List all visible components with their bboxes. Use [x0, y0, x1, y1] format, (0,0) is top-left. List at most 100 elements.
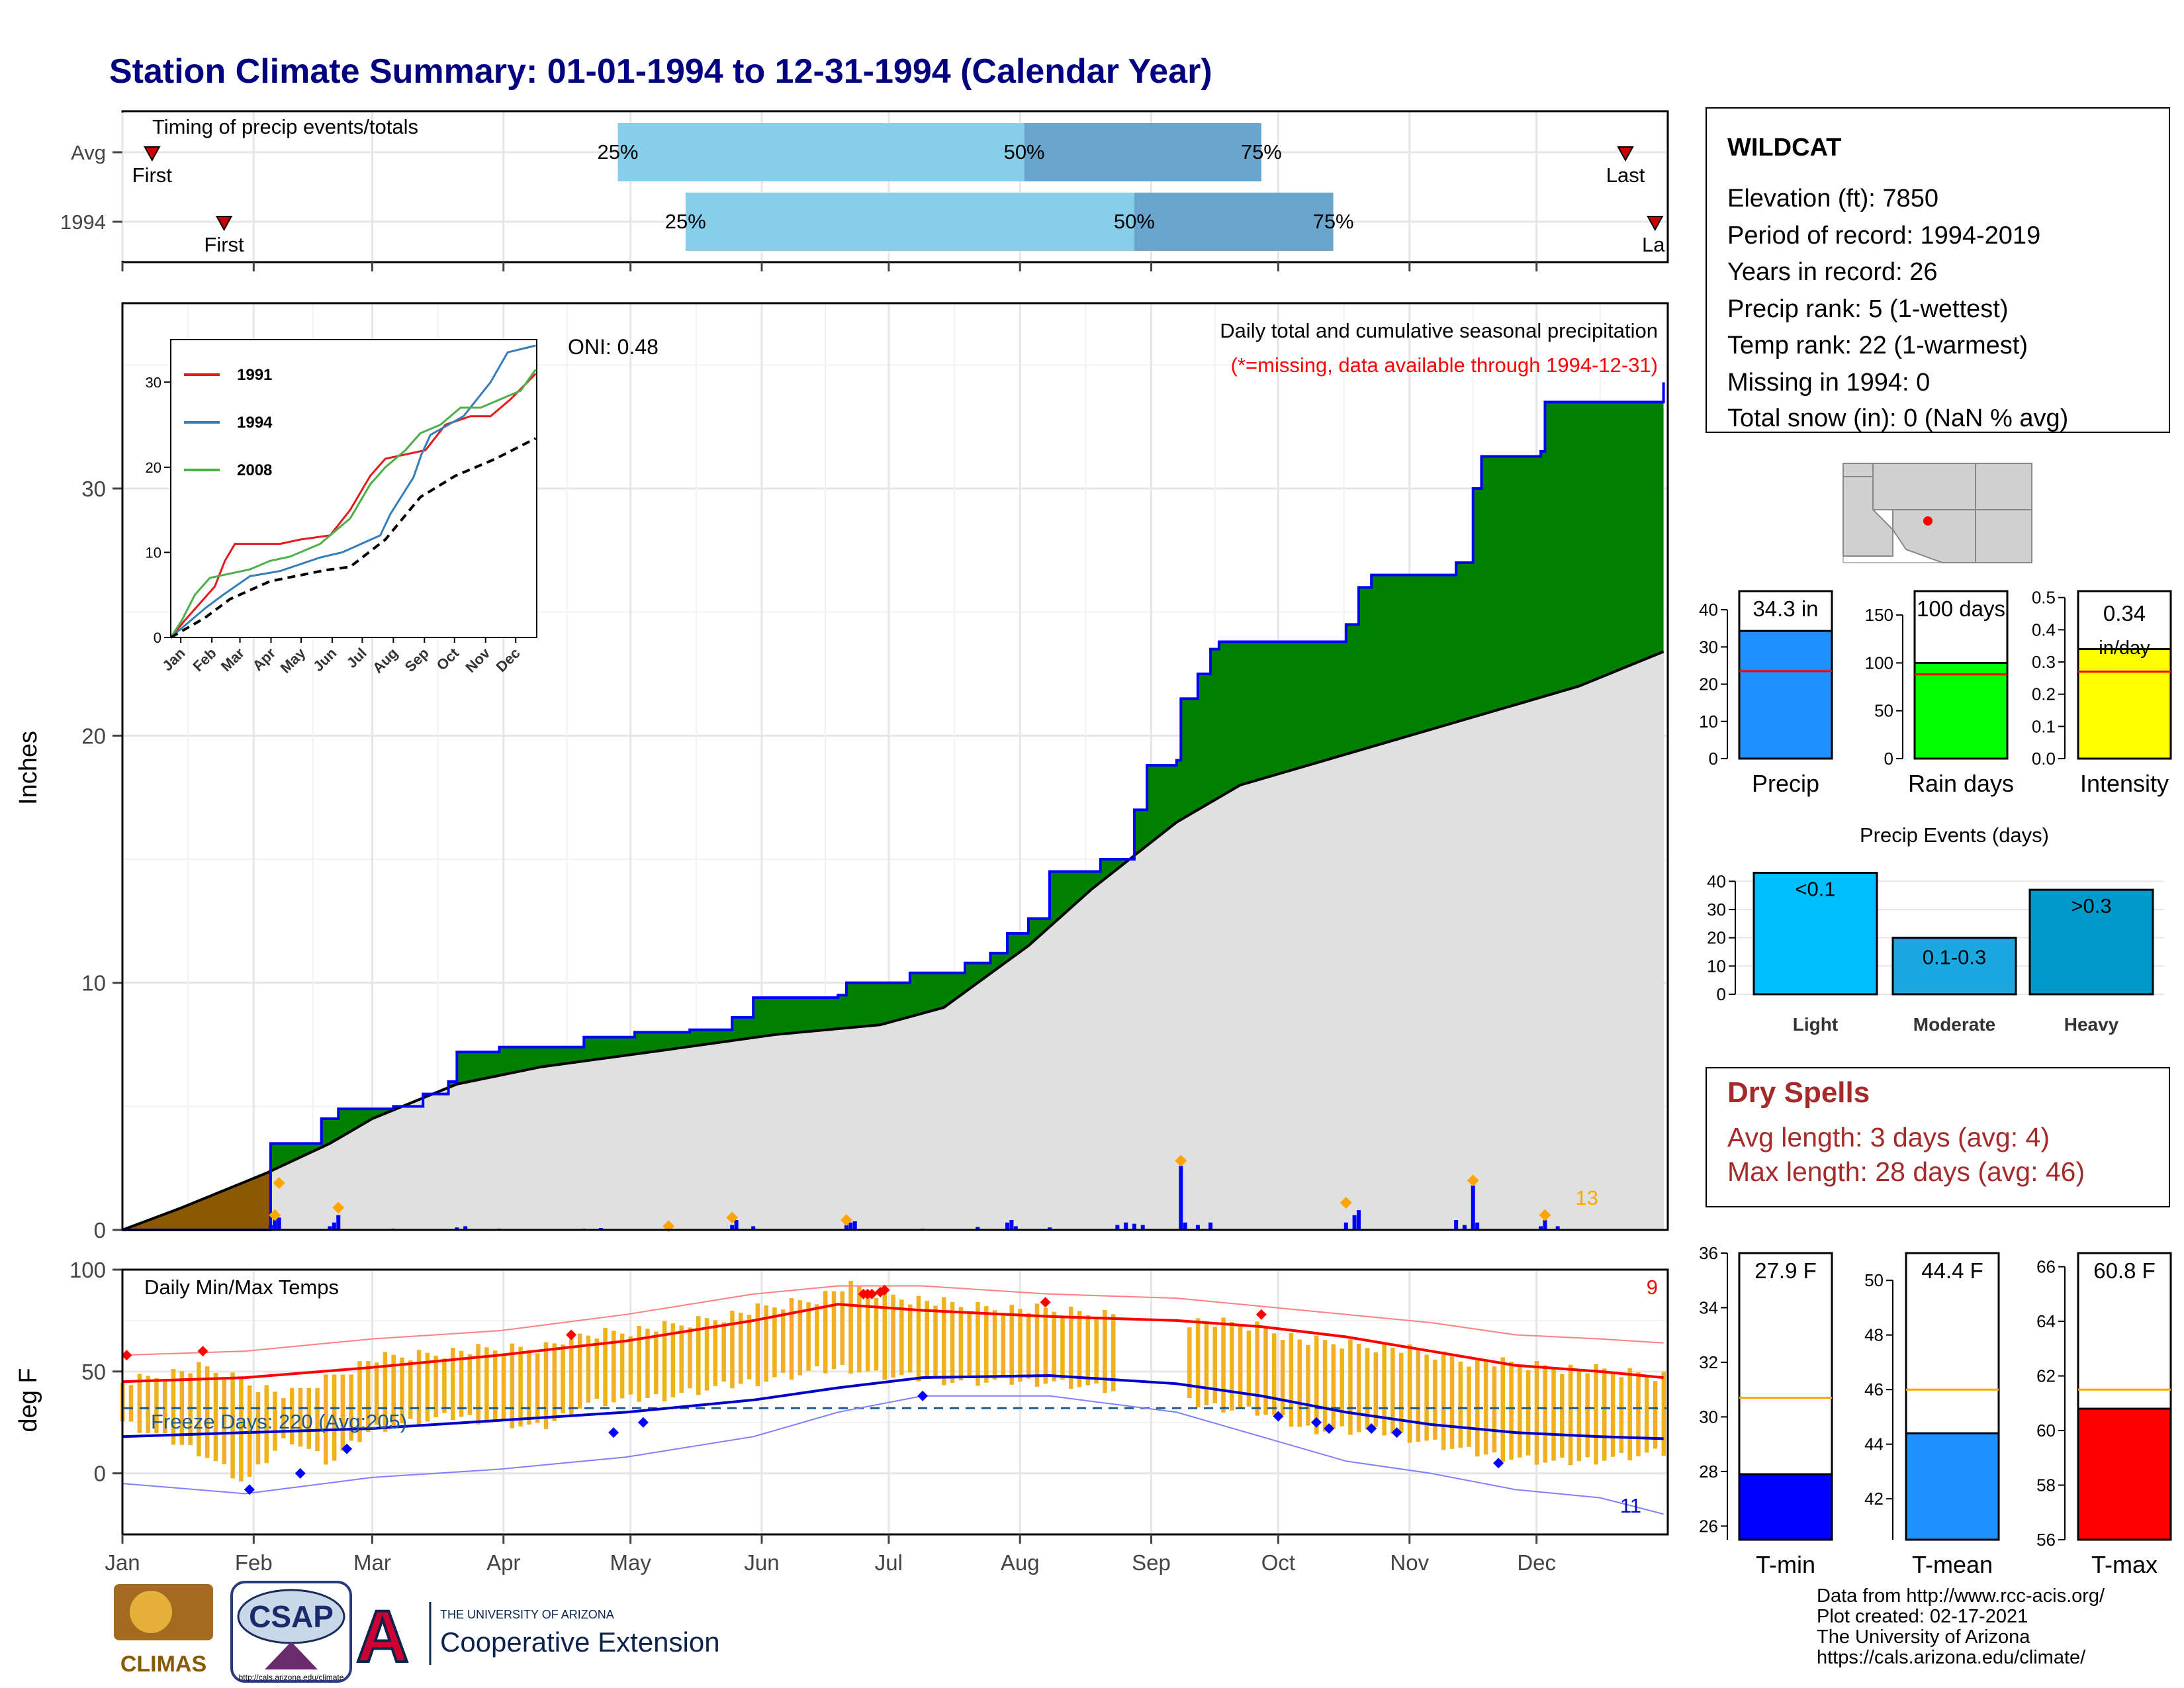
precip-total-y-tick-label: 10 [1699, 712, 1718, 731]
record-high-marker [1255, 1309, 1267, 1320]
daily-temp-range-bar [594, 1338, 599, 1399]
timing-row-label: 1994 [60, 211, 106, 234]
climas-logo: CLIMAS [114, 1584, 213, 1677]
climas-logo-sun [130, 1591, 172, 1633]
daily-temp-range-bar [797, 1300, 803, 1376]
daily-temp-range-bar [1407, 1344, 1412, 1443]
cum-y-tick-label: 0 [94, 1218, 106, 1243]
precip-total-y-tick-label: 40 [1699, 600, 1718, 620]
daily-temp-range-bar [1433, 1360, 1437, 1440]
daily-precip-bar [277, 1217, 281, 1230]
station-location-dot [1923, 516, 1933, 526]
daily-temp-range-bar [1357, 1343, 1361, 1432]
daily-temp-range-bar [1551, 1369, 1556, 1461]
daily-temp-range-bar [213, 1373, 218, 1462]
station-line: Precip rank: 5 (1-wettest) [1727, 295, 2008, 323]
tmean-y-tick-label: 50 [1864, 1270, 1884, 1290]
daily-temp-range-bar [510, 1343, 515, 1429]
daily-temp-range-bar [1246, 1331, 1251, 1407]
daily-precip-bar [852, 1221, 857, 1230]
daily-precip-bar [1179, 1165, 1183, 1230]
tmax-value-bar [2077, 1407, 2172, 1541]
daily-precip-bar [976, 1227, 980, 1230]
daily-temp-range-bar [1255, 1321, 1259, 1416]
record-high-marker [1040, 1297, 1051, 1308]
tmin-y-tick-label: 32 [1699, 1352, 1718, 1372]
degf-axis-label: deg F [15, 1368, 42, 1432]
daily-temp-range-bar [450, 1348, 455, 1421]
daily-temp-range-bar [907, 1304, 913, 1373]
intensity-y-tick-label: 0.3 [2032, 652, 2056, 672]
daily-temp-range-bar [1348, 1339, 1353, 1435]
extreme-day-marker [726, 1211, 739, 1224]
inset-y-tick-label: 0 [154, 630, 161, 646]
daily-precip-bar [734, 1220, 739, 1230]
daily-temp-range-bar [391, 1354, 396, 1428]
daily-temp-range-bar [1627, 1368, 1632, 1460]
daily-temp-range-bar [1636, 1372, 1641, 1457]
daily-temp-range-bar [1560, 1374, 1565, 1458]
daily-temp-range-bar [645, 1329, 650, 1398]
daily-temp-range-bar [205, 1366, 210, 1458]
daily-temp-range-bar [1052, 1311, 1056, 1382]
daily-temp-range-bar [408, 1360, 413, 1419]
footer-line: The University of Arizona [1817, 1626, 2030, 1648]
daily-temp-range-bar [137, 1374, 142, 1433]
daily-temp-range-bar [1034, 1303, 1040, 1387]
daily-precip-bar [332, 1222, 336, 1230]
month-label: Jun [744, 1550, 779, 1575]
intensity-value-label: 0.34 [2103, 601, 2146, 626]
last-event-marker [1647, 216, 1664, 232]
timing-pct-label: 50% [1114, 210, 1155, 233]
daily-temp-range-bar [433, 1355, 438, 1418]
tmin-y-tick-label: 30 [1699, 1407, 1718, 1427]
daily-temp-range-bar [628, 1336, 633, 1395]
daily-precip-bar [1352, 1215, 1357, 1230]
daily-temp-range-bar [154, 1378, 159, 1434]
daily-temp-range-bar [840, 1291, 845, 1365]
station-line: Elevation (ft): 7850 [1727, 185, 1938, 212]
daily-precip-bar [1462, 1225, 1467, 1230]
daily-precip-bar [844, 1225, 848, 1230]
events-y-tick-label: 30 [1707, 900, 1726, 919]
daily-temp-range-bar [1518, 1366, 1522, 1458]
inset-y-tick-label: 20 [146, 459, 161, 476]
timing-panel: 25% 50% 75% First Last Avg 25% 50% 75% First La 199… [60, 110, 1669, 271]
daily-temp-range-bar [230, 1372, 235, 1479]
daily-precip-bar [1115, 1225, 1120, 1230]
climas-logo-text: CLIMAS [120, 1652, 206, 1677]
daily-precip-bar [1543, 1220, 1547, 1230]
precip-total-value-bar [1738, 630, 1833, 760]
events-bar [1891, 937, 2017, 996]
daily-temp-range-bar [324, 1374, 328, 1465]
daily-temp-range-bar [739, 1313, 743, 1384]
station-line: Temp rank: 22 (1-warmest) [1727, 332, 2028, 359]
events-category-label: Moderate [1913, 1014, 1995, 1035]
rain-days-value-bar [1913, 661, 2009, 760]
precip-events-chart: Precip Events (days) 0 10 20 30 40 <0.1 Light 0.… [1707, 823, 2164, 1035]
daily-temp-range-bar [1297, 1339, 1302, 1427]
daily-temp-range-bar [688, 1327, 692, 1389]
station-line: Period of record: 1994-2019 [1727, 222, 2040, 250]
daily-temp-range-bar [865, 1292, 870, 1372]
daily-temp-range-bar [1195, 1318, 1201, 1407]
daily-temp-range-bar [1576, 1369, 1582, 1462]
daily-temp-range-bar [535, 1353, 540, 1423]
events-category-label: Light [1793, 1014, 1838, 1035]
daily-temp-range-bar [366, 1361, 371, 1432]
ua-bottom-text: Cooperative Extension [440, 1626, 720, 1658]
events-bar-label: >0.3 [2071, 894, 2111, 917]
daily-temp-range-bar [1500, 1357, 1506, 1462]
daily-temp-range-bar [772, 1307, 777, 1378]
daily-temp-range-bar [1340, 1348, 1344, 1427]
tmean-mini-chart: 42 44 46 48 50 44.4 F T-mean [1864, 1252, 2000, 1578]
daily-precip-bar [1555, 1226, 1560, 1230]
tmax-value-label: 60.8 F [2093, 1258, 2156, 1283]
daily-precip-bar [1454, 1220, 1459, 1230]
daily-temp-range-bar [823, 1291, 828, 1374]
daily-temp-range-bar [425, 1352, 430, 1422]
intensity-y-tick-label: 0.5 [2032, 588, 2056, 608]
daily-temp-range-bar [1263, 1327, 1268, 1415]
avg-tmax-line [122, 1303, 1664, 1383]
tmean-y-tick-label: 42 [1864, 1489, 1884, 1509]
